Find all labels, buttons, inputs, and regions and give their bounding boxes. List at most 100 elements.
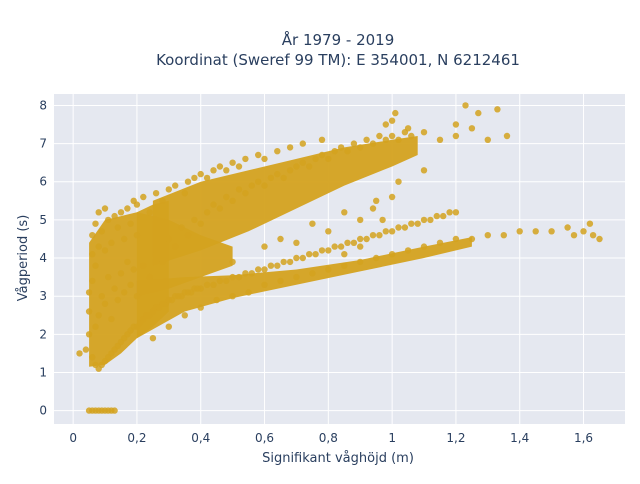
data-point: [414, 220, 421, 227]
data-point: [494, 106, 501, 113]
data-point: [92, 220, 99, 227]
data-point: [248, 182, 255, 189]
data-point: [440, 212, 447, 220]
data-point: [197, 170, 204, 178]
data-point: [203, 174, 211, 182]
y-tick-label: 3: [39, 289, 47, 303]
data-point: [337, 144, 345, 151]
y-tick-label: 5: [39, 213, 47, 227]
data-point: [452, 121, 460, 128]
x-tick-label: 0,4: [191, 431, 210, 445]
data-point: [570, 232, 578, 239]
data-point: [261, 182, 268, 189]
data-point: [484, 232, 491, 239]
x-tick-label: 1,4: [510, 431, 529, 445]
data-point: [140, 262, 147, 269]
data-point: [114, 296, 122, 304]
data-point: [318, 151, 326, 159]
data-point: [379, 216, 386, 224]
data-point: [306, 251, 313, 258]
data-point: [452, 132, 460, 140]
data-point: [223, 167, 230, 174]
y-tick-label: 6: [39, 175, 47, 189]
data-point: [388, 228, 396, 235]
data-point: [121, 289, 128, 296]
data-point: [468, 235, 476, 243]
data-point: [500, 232, 507, 239]
x-tick-label: 0,6: [255, 431, 274, 445]
data-point: [344, 239, 351, 246]
data-point: [436, 136, 444, 143]
data-point: [446, 209, 453, 216]
tick-labels: 0 0,2 0,4 0,6 0,8 1 1,2 1,4 1,6 0 1 2 3 4 5 6 7 8: [39, 98, 593, 445]
data-point: [229, 293, 236, 300]
data-point: [350, 239, 358, 246]
data-point: [223, 193, 230, 201]
data-point: [373, 254, 380, 262]
data-point: [261, 281, 268, 288]
data-point: [420, 129, 428, 136]
data-point: [95, 243, 102, 250]
data-point: [242, 190, 249, 197]
y-axis-title: Vågperiod (s): [16, 215, 31, 302]
x-tick-label: 0,2: [127, 431, 146, 445]
data-point: [404, 247, 412, 254]
data-point: [184, 178, 192, 185]
data-point: [286, 258, 294, 266]
data-point: [388, 117, 396, 124]
data-point: [82, 346, 90, 353]
data-point: [596, 235, 603, 243]
y-tick-label: 4: [39, 251, 47, 265]
data-point: [216, 205, 224, 212]
data-point: [242, 270, 249, 277]
x-tick-label: 1: [388, 431, 396, 445]
data-point: [229, 159, 236, 166]
data-point: [133, 232, 141, 239]
data-point: [267, 174, 275, 182]
data-point: [111, 407, 118, 414]
data-point: [213, 296, 220, 304]
data-point: [172, 182, 179, 189]
data-point: [331, 243, 338, 250]
chart-title-line2: Koordinat (Sweref 99 TM): E 354001, N 62…: [156, 51, 520, 69]
data-point: [101, 205, 109, 212]
data-point: [197, 304, 204, 311]
y-tick-label: 2: [39, 327, 47, 341]
data-point: [286, 144, 294, 151]
data-point: [235, 163, 243, 170]
data-point: [369, 232, 377, 239]
data-point: [92, 262, 99, 269]
point-density-region: [136, 237, 472, 339]
data-point: [255, 266, 262, 273]
data-point: [274, 170, 281, 178]
data-point: [105, 216, 112, 224]
data-point: [299, 254, 306, 262]
data-point: [286, 167, 294, 174]
data-point: [293, 273, 300, 281]
data-point: [376, 132, 383, 140]
data-point: [108, 315, 115, 323]
data-point: [117, 209, 125, 216]
data-point: [229, 273, 236, 281]
x-axis-title: Signifikant våghöjd (m): [262, 451, 414, 466]
data-point: [357, 144, 364, 151]
data-point: [85, 308, 93, 315]
data-point: [124, 205, 131, 212]
data-point: [401, 224, 409, 231]
data-point: [111, 285, 118, 292]
data-point: [146, 273, 153, 281]
data-point: [306, 163, 313, 170]
data-point: [76, 350, 83, 357]
data-point: [475, 109, 482, 117]
data-point: [325, 247, 332, 254]
data-point: [95, 209, 102, 216]
data-point: [586, 220, 594, 227]
data-point: [452, 235, 460, 243]
data-point: [203, 281, 211, 288]
data-point: [341, 262, 348, 269]
data-point: [255, 178, 262, 185]
data-point: [548, 228, 555, 235]
data-point: [312, 251, 319, 258]
data-point: [152, 251, 160, 258]
data-point: [261, 155, 268, 163]
